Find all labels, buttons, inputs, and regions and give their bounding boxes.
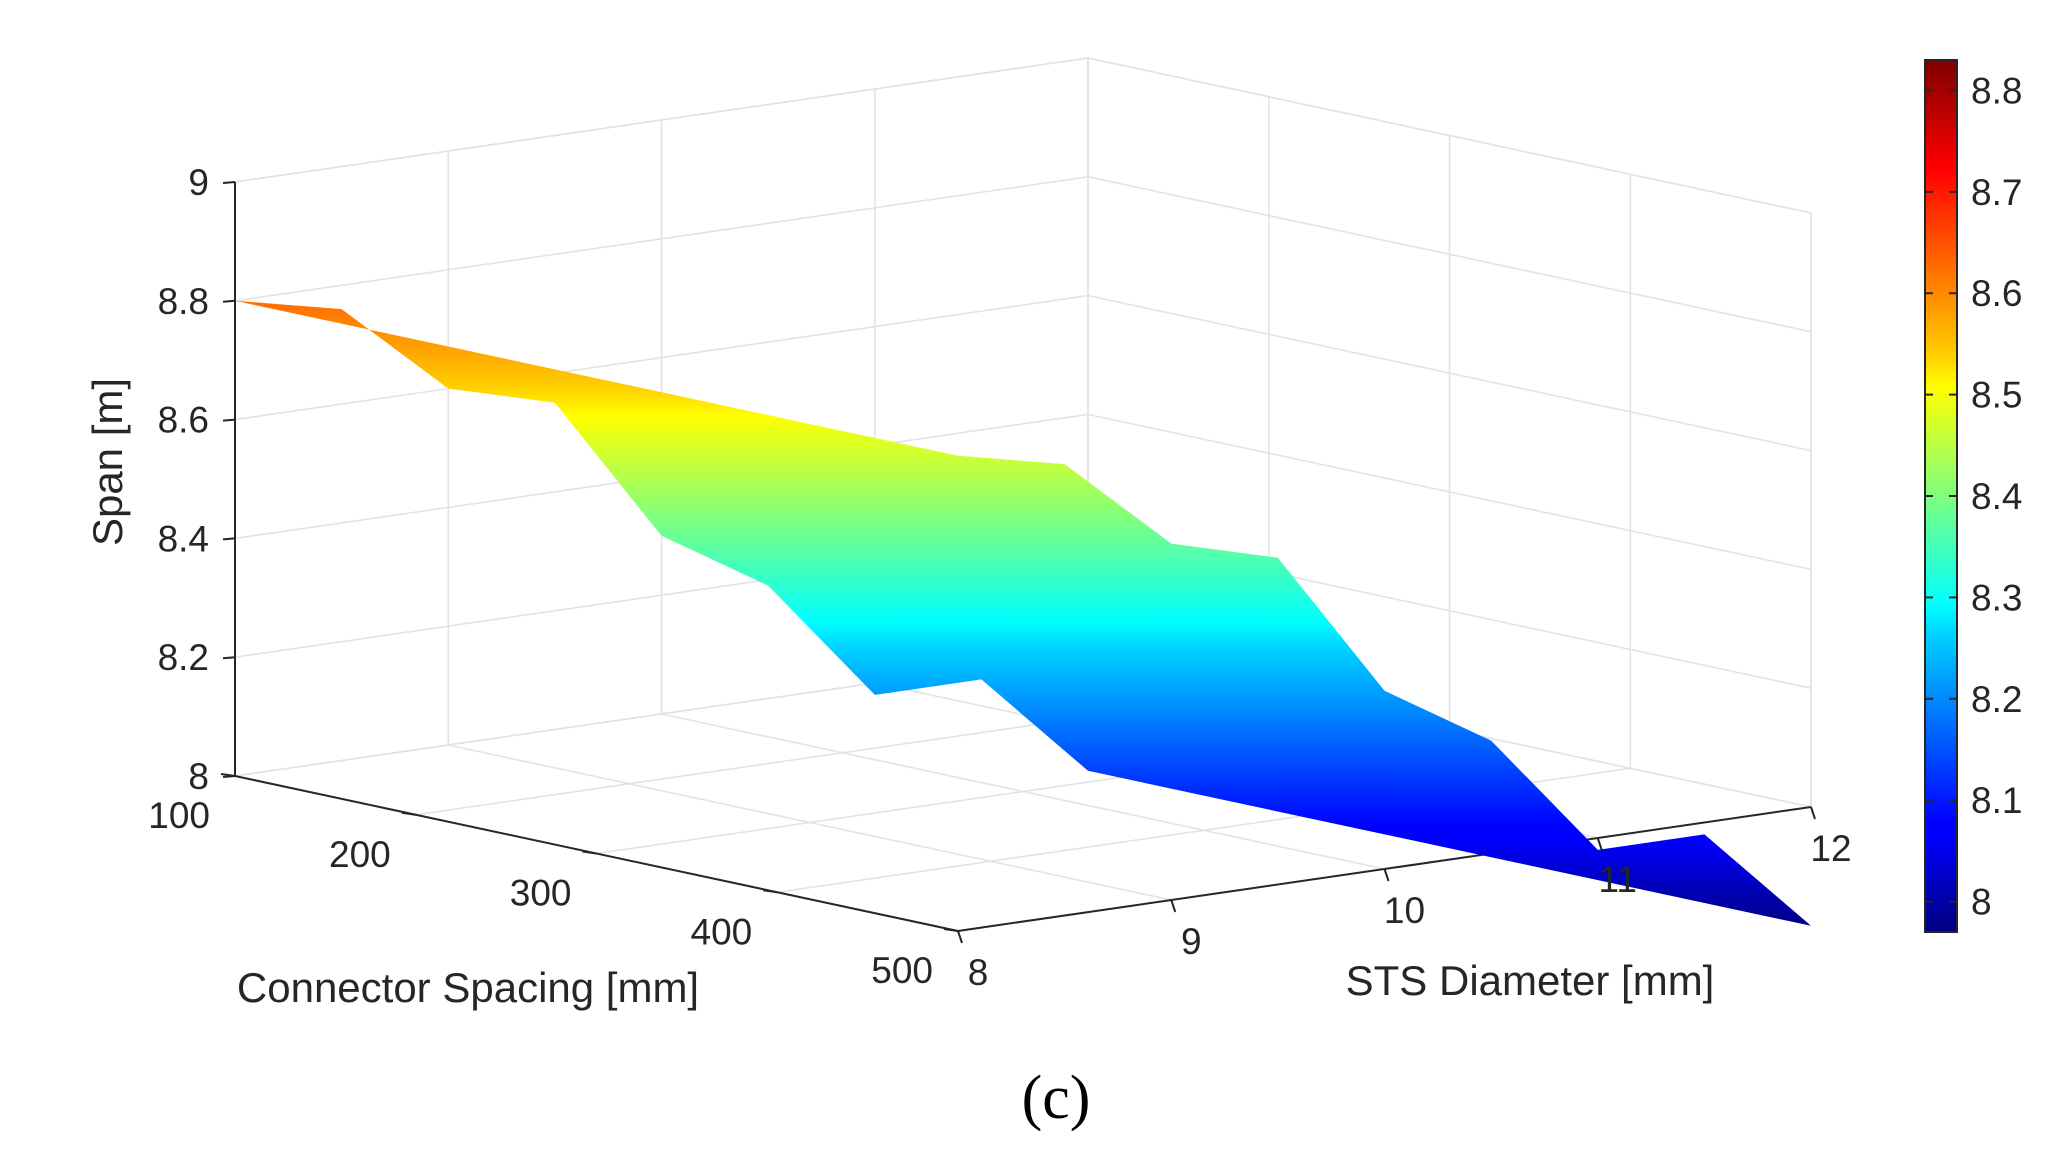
y-tick-label: 9	[1181, 921, 1202, 962]
grid-line	[661, 713, 1385, 870]
y-tick-mark	[1383, 868, 1390, 882]
colorbar-tick-label: 8.6	[1971, 273, 2022, 314]
z-tick-mark	[222, 656, 236, 660]
y-tick-label: 8	[968, 952, 989, 993]
grid-line	[234, 413, 1812, 571]
x-tick-label: 100	[148, 795, 210, 836]
surface-plot	[235, 300, 1811, 926]
x-axis-label: Connector Spacing [mm]	[237, 964, 699, 1011]
y-tick-mark	[957, 930, 963, 944]
z-tick-labels: 8 8.2 8.4 8.6 8.8 9	[158, 162, 209, 797]
x-tick-mark	[763, 889, 778, 894]
z-tick-mark	[222, 537, 236, 541]
colorbar-tick-label: 8.7	[1971, 172, 2022, 213]
colorbar-tick-labels: 8 8.1 8.2 8.3 8.4 8.5 8.6 8.7 8.8	[1925, 70, 2022, 923]
x-tick-label: 300	[510, 873, 572, 914]
y-tick-mark	[1596, 837, 1603, 851]
x-tick-labels: 100 200 300 400 500	[148, 795, 933, 991]
x-tick-mark	[401, 811, 416, 816]
y-tick-mark	[1810, 806, 1816, 820]
colorbar-tick-label: 8.1	[1971, 780, 2022, 821]
x-tick-label: 200	[329, 834, 391, 875]
z-tick-label: 8.6	[158, 400, 209, 441]
z-tick-mark	[222, 418, 236, 422]
y-tick-labels: 8 9 10 11 12	[968, 828, 1852, 993]
x-tick-label: 400	[691, 911, 753, 952]
grid-line	[234, 57, 1812, 807]
y-tick-mark	[1170, 899, 1177, 913]
z-tick-label: 8.8	[158, 281, 209, 322]
z-tick-mark	[222, 299, 236, 303]
grid-line	[234, 57, 1812, 214]
y-axis-label: STS Diameter [mm]	[1346, 957, 1715, 1004]
y-tick-label: 10	[1384, 890, 1425, 931]
grid-line	[234, 175, 1812, 333]
colorbar-tick-label: 8.4	[1971, 476, 2022, 517]
colorbar-tick-label: 8	[1971, 882, 1992, 923]
z-tick-label: 8.4	[158, 518, 209, 559]
colorbar-tick-label: 8.3	[1971, 577, 2022, 618]
x-tick-label: 500	[871, 950, 933, 991]
x-tick-mark	[582, 850, 597, 855]
colorbar-tick-label: 8.2	[1971, 679, 2022, 720]
z-tick-label: 8	[188, 756, 209, 797]
z-tick-label: 8.2	[158, 637, 209, 678]
y-tick-label: 11	[1599, 859, 1637, 900]
z-tick-mark	[222, 181, 236, 184]
z-tick-label: 9	[188, 162, 209, 203]
colorbar-tick-label: 8.8	[1971, 70, 2022, 111]
figure-caption: (c)	[1022, 1064, 1091, 1132]
colorbar: 8 8.1 8.2 8.3 8.4 8.5 8.6 8.7 8.8	[1924, 59, 2022, 933]
grid-line	[448, 744, 1172, 901]
x-tick-mark	[943, 928, 959, 932]
x-tick-mark	[220, 773, 236, 777]
colorbar-tick-label: 8.5	[1971, 375, 2022, 416]
axes	[220, 181, 1816, 944]
z-axis-label: Span [m]	[84, 378, 131, 546]
y-tick-label: 12	[1810, 828, 1851, 869]
